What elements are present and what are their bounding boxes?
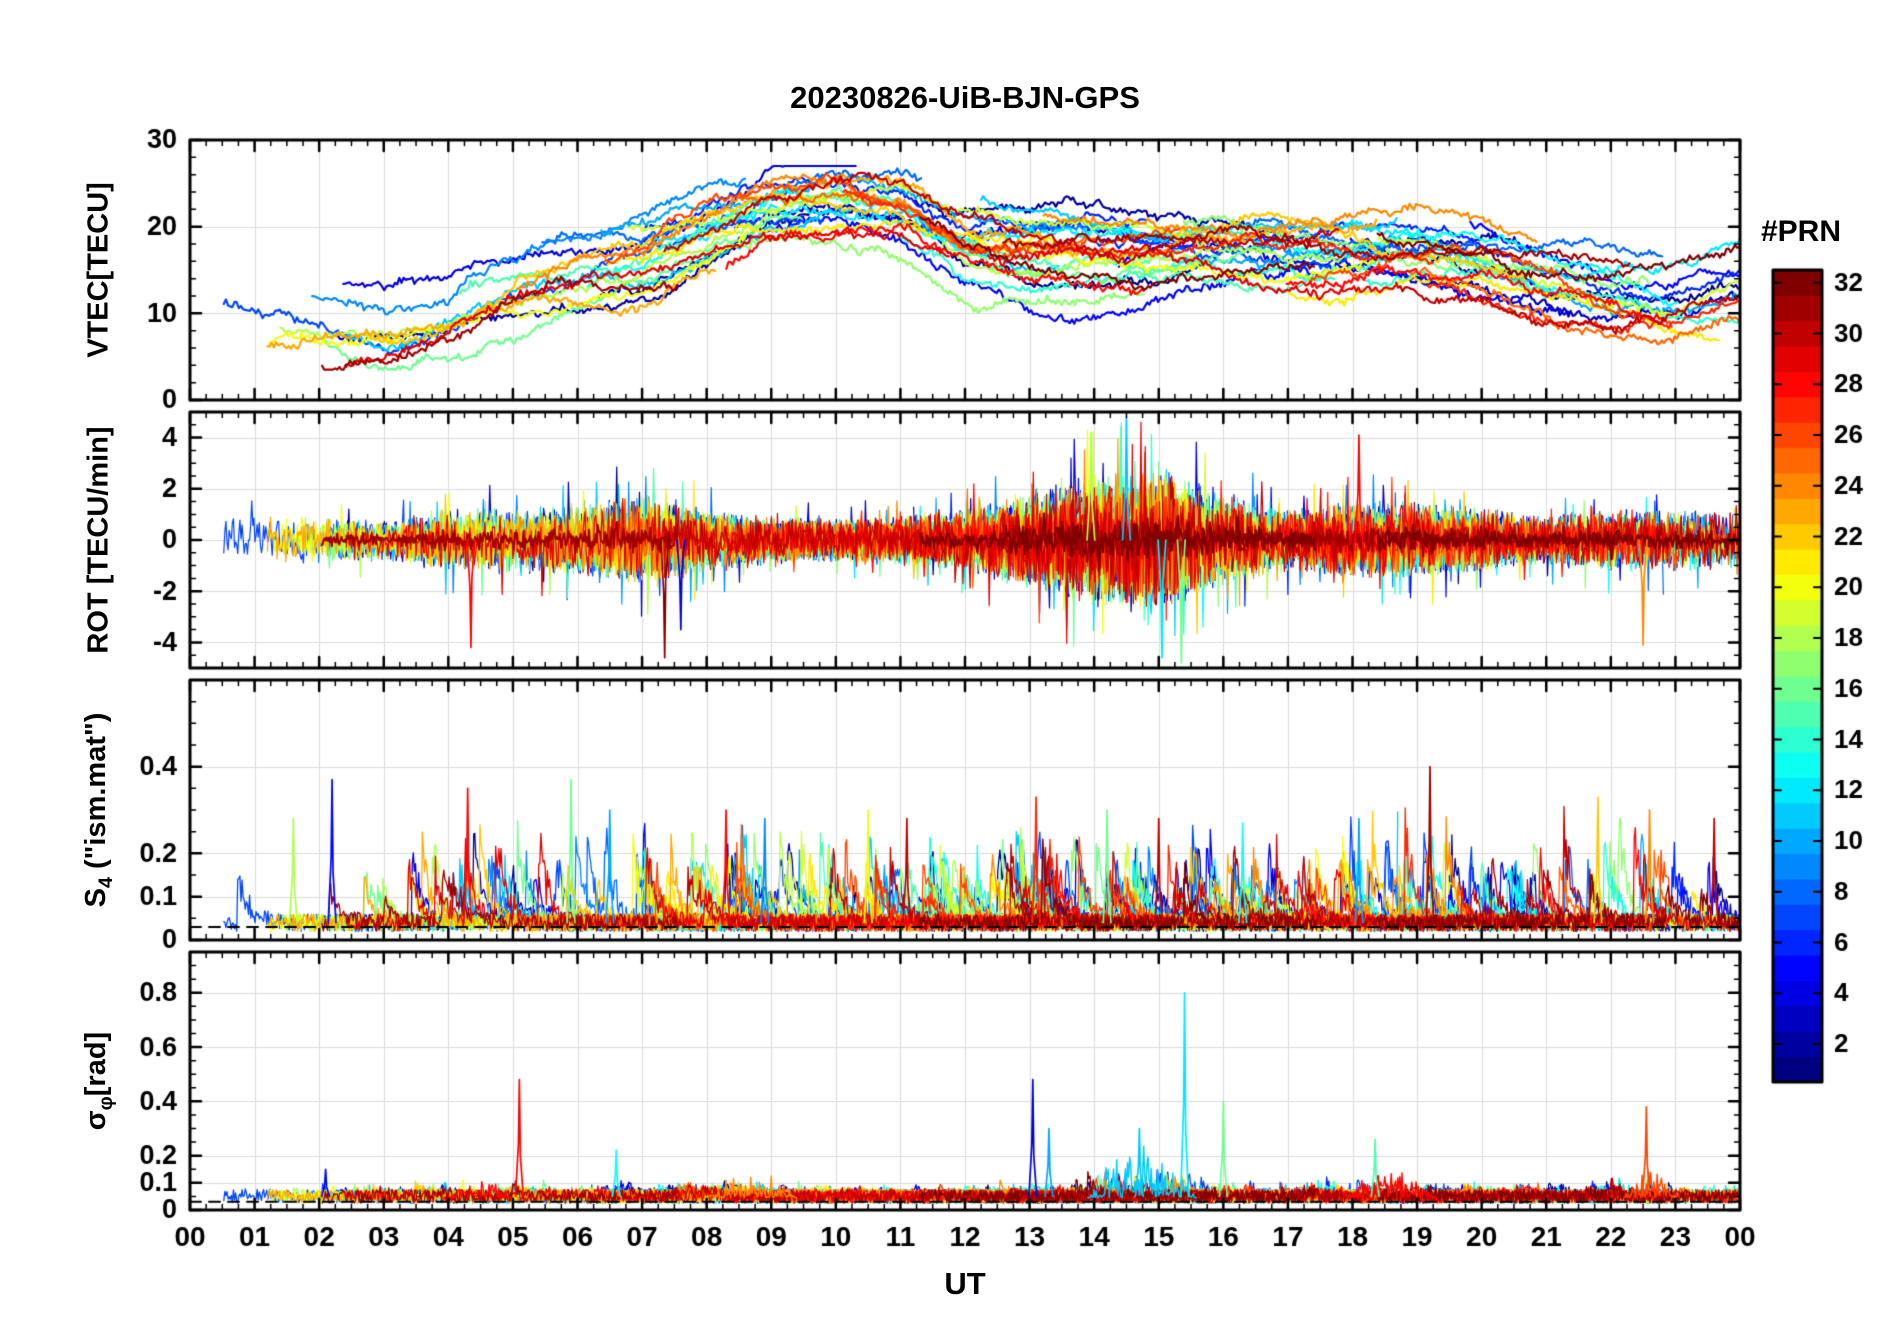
figure-title: 20230826-UiB-BJN-GPS bbox=[790, 80, 1140, 115]
sigma-suffix: [rad] bbox=[80, 1031, 113, 1097]
xlabel-ut: UT bbox=[944, 1266, 986, 1301]
sigma-symbol: σ bbox=[80, 1110, 113, 1131]
ylabel-s4: S4 ("ism.mat") bbox=[80, 713, 118, 908]
ylabel-sigma-phi: σφ[rad] bbox=[80, 1032, 118, 1130]
ylabel-rot: ROT [TECU/min] bbox=[82, 426, 115, 654]
ylabel-vtec: VTEC[TECU] bbox=[82, 182, 115, 358]
s4-suffix: ("ism.mat") bbox=[80, 712, 113, 878]
s4-subscript: 4 bbox=[94, 877, 117, 889]
s4-symbol: S bbox=[80, 888, 113, 908]
sigma-subscript: φ bbox=[94, 1096, 117, 1111]
colorbar-title: #PRN bbox=[1760, 215, 1842, 248]
